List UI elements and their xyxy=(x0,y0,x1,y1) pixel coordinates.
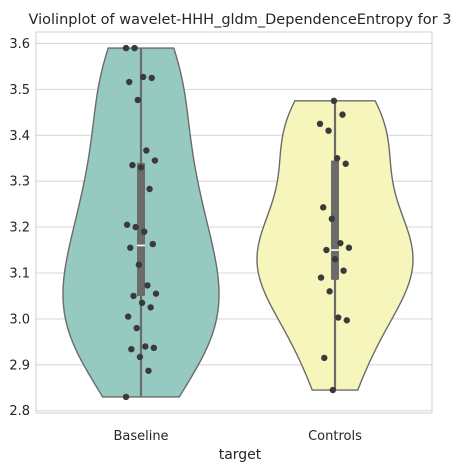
violins xyxy=(62,47,414,398)
data-point xyxy=(144,282,151,289)
data-point xyxy=(330,97,338,105)
data-point xyxy=(323,246,330,254)
x-tick-label: Baseline xyxy=(113,429,168,444)
y-tick-label: 3.0 xyxy=(9,312,30,327)
data-point xyxy=(326,288,333,295)
data-point xyxy=(328,215,335,223)
data-point xyxy=(151,157,159,164)
y-tick-label: 3.5 xyxy=(9,83,30,98)
data-point xyxy=(152,290,160,297)
data-point xyxy=(127,244,134,251)
data-point xyxy=(145,367,152,374)
x-axis-label: target xyxy=(219,447,262,463)
data-point xyxy=(335,314,342,321)
data-point xyxy=(320,204,327,211)
data-point xyxy=(148,74,155,82)
data-point xyxy=(134,96,141,104)
data-point xyxy=(124,313,132,320)
data-point xyxy=(126,78,133,86)
data-point xyxy=(317,274,325,281)
data-point xyxy=(150,344,158,352)
data-point xyxy=(333,155,341,162)
data-point xyxy=(339,111,346,118)
data-point xyxy=(331,256,339,263)
data-point xyxy=(133,324,140,332)
y-tick-label: 2.9 xyxy=(9,358,30,373)
data-point xyxy=(129,161,136,169)
data-point xyxy=(325,127,332,134)
y-tick-label: 3.6 xyxy=(9,37,30,52)
x-tick-label: Controls xyxy=(308,429,362,444)
x-tick-labels: Baseline Controls xyxy=(113,429,362,444)
data-point xyxy=(138,299,146,307)
chart-title: Violinplot of wavelet-HHH_gldm_Dependenc… xyxy=(29,12,452,28)
y-tick-label: 3.4 xyxy=(9,129,30,144)
data-point xyxy=(123,221,131,228)
data-point xyxy=(136,353,144,361)
data-point xyxy=(122,393,130,401)
data-point xyxy=(342,160,349,167)
data-point xyxy=(128,345,135,353)
data-point xyxy=(147,304,154,311)
data-point xyxy=(122,44,130,52)
data-point xyxy=(340,267,347,274)
data-point xyxy=(345,244,353,251)
plot-frame xyxy=(35,31,433,414)
data-point xyxy=(329,386,337,394)
data-point xyxy=(321,354,328,362)
data-point xyxy=(141,228,148,235)
data-point xyxy=(132,223,139,231)
y-tick-label: 2.8 xyxy=(9,404,30,419)
data-point xyxy=(131,44,138,52)
data-point xyxy=(142,343,149,350)
data-point xyxy=(130,292,137,300)
data-point xyxy=(316,120,324,128)
strip-points xyxy=(122,44,353,401)
data-point xyxy=(139,73,147,81)
data-point xyxy=(337,239,344,247)
y-tick-label: 3.3 xyxy=(9,175,30,190)
data-point xyxy=(343,317,350,324)
y-tick-label: 3.2 xyxy=(9,221,30,236)
y-tick-label: 3.1 xyxy=(9,266,30,281)
data-point xyxy=(135,261,143,268)
data-point xyxy=(146,185,153,193)
y-tick-labels: 2.8 2.9 3.0 3.1 3.2 3.3 3.4 3.5 3.6 xyxy=(9,37,30,419)
data-point xyxy=(137,164,145,171)
data-point xyxy=(143,147,150,154)
data-point xyxy=(149,240,156,248)
